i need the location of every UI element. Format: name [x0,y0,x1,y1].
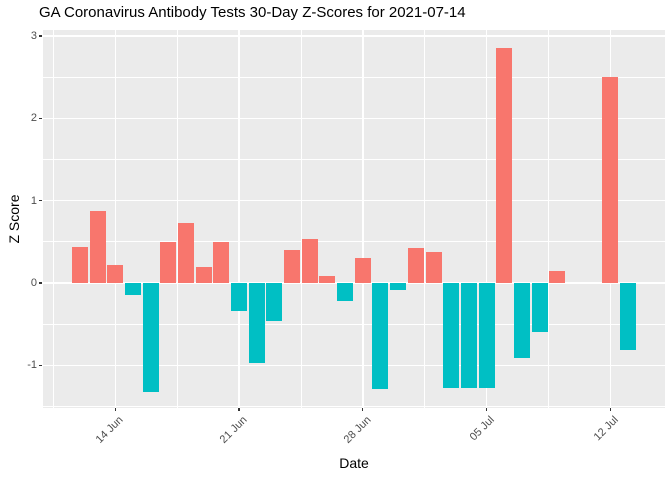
gridline-minor-vertical [300,30,302,408]
x-tick-label: 14 Jun [93,414,126,446]
bar-positive [602,77,619,283]
y-tick-label: -1 [27,359,37,372]
y-tick-mark [39,282,43,284]
bar-positive [284,250,301,283]
bar-negative [372,283,389,390]
x-tick-mark [114,408,116,412]
bar-positive [425,251,442,283]
bar-positive [195,266,212,283]
bar-positive [160,241,177,283]
bar-negative [142,283,159,392]
y-tick-label: 2 [30,112,37,125]
bar-negative [513,283,530,358]
gridline-major-horizontal [43,199,665,202]
gridline-minor-vertical [53,30,54,408]
y-tick-mark [39,117,43,119]
gridline-minor-horizontal [43,406,665,407]
y-tick-mark [39,200,43,202]
bar-negative [231,283,248,311]
bar-negative [266,283,283,321]
bar-positive [71,246,88,283]
plot-panel [43,30,665,408]
x-tick-mark [485,408,488,412]
bar-positive [178,222,194,283]
y-tick-label: 0 [30,277,37,289]
gridline-minor-vertical [548,30,549,408]
gridline-minor-horizontal [43,241,665,243]
gridline-minor-horizontal [43,76,665,78]
gridline-major-vertical [362,30,364,408]
bar-positive [319,276,336,283]
gridline-minor-vertical [424,30,426,408]
y-tick-mark [39,35,43,37]
gridline-major-vertical [485,30,488,408]
bar-positive [496,48,513,283]
gridline-minor-horizontal [43,323,665,325]
bar-positive [107,264,124,283]
bar-negative [390,283,407,291]
y-tick-mark [39,364,43,366]
bar-positive [407,248,424,283]
x-tick-label: 12 Jul [591,414,621,444]
gridline-minor-horizontal [43,159,665,160]
gridline-major-horizontal [43,35,665,37]
bar-positive [354,258,371,283]
bar-negative [443,283,460,389]
bar-negative [619,283,636,350]
gridline-major-horizontal [43,364,665,367]
gridline-major-horizontal [43,117,665,120]
bar-negative [248,283,265,363]
gridline-major-vertical [114,30,117,408]
x-axis-title: Date [339,455,369,471]
x-tick-label: 21 Jun [217,414,250,446]
chart-title: GA Coronavirus Antibody Tests 30-Day Z-S… [39,4,466,21]
bar-negative [478,283,495,389]
x-tick-label: 05 Jul [467,414,498,444]
bar-negative [337,283,354,302]
y-tick-label: 3 [30,29,37,42]
gridline-major-vertical [238,30,240,408]
y-tick-label: 1 [30,194,37,207]
x-tick-label: 28 Jun [341,414,374,446]
x-tick-mark [609,408,611,412]
bar-positive [549,270,566,283]
bar-negative [124,283,141,295]
bar-positive [89,211,106,283]
gridline-major-horizontal [43,282,665,284]
bar-positive [213,241,230,283]
bar-negative [531,283,548,332]
bar-positive [301,239,318,283]
bar-negative [460,283,477,389]
x-tick-mark [362,408,364,412]
gridline-minor-vertical [176,30,178,408]
x-tick-mark [238,408,240,412]
